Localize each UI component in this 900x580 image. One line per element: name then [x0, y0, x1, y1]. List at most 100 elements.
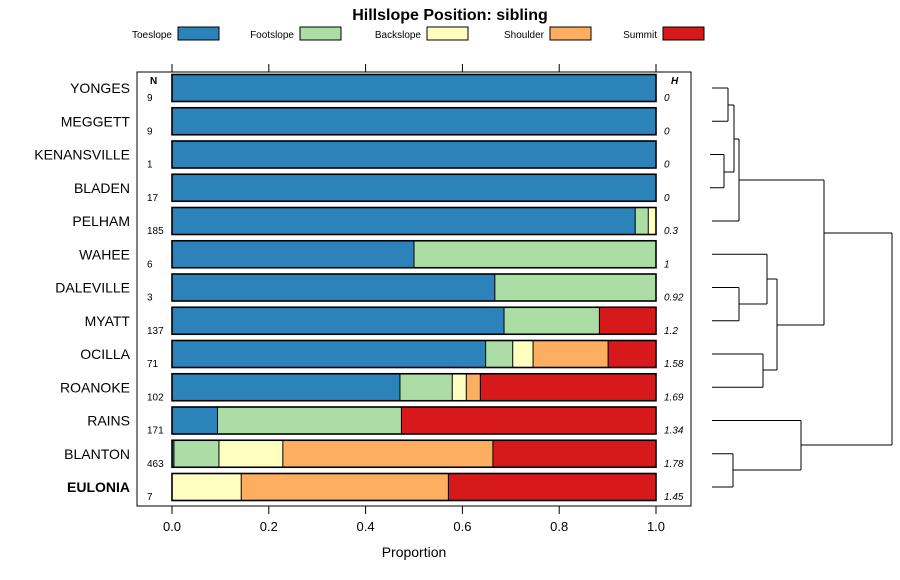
row-n-value: 102	[147, 392, 164, 403]
bar-outline	[171, 339, 657, 369]
bar-segment-footslope	[635, 207, 649, 235]
dendrogram	[710, 87, 893, 488]
row-label: RAINS	[87, 413, 130, 429]
legend-swatch-footslope	[299, 26, 342, 41]
row-label: YONGES	[70, 80, 130, 96]
bar-segment-toeslope	[172, 74, 656, 102]
row-daleville: DALEVILLE 3 0.92	[55, 273, 684, 304]
row-n-value: 171	[147, 426, 164, 437]
row-label: BLANTON	[64, 446, 130, 462]
bar-outline	[171, 306, 657, 336]
legend-swatch-summit	[662, 26, 705, 41]
row-myatt: MYATT 137 1.2	[85, 306, 678, 337]
plot-frame	[136, 71, 692, 507]
row-h-value: 0.92	[664, 293, 684, 304]
x-tick-label: 0.8	[550, 519, 568, 534]
bar-segment-footslope	[504, 307, 600, 335]
row-pelham: PELHAM 185 0.3	[72, 206, 678, 237]
bar-segment-backslope	[172, 473, 242, 501]
row-h-value: 1.69	[664, 392, 684, 403]
bar-segment-summit	[599, 307, 656, 335]
row-n-value: 6	[147, 259, 153, 270]
bar-segment-footslope	[399, 373, 453, 401]
row-yonges: YONGES 9 0	[70, 73, 670, 104]
x-tick-label: 0.4	[357, 519, 375, 534]
row-roanoke: ROANOKE 102 1.69	[60, 372, 684, 403]
bar-segment-toeslope	[172, 407, 218, 434]
row-label: KENANSVILLE	[34, 147, 130, 163]
bar-segment-backslope	[648, 207, 656, 235]
x-axis: 0.0 0.2 0.4 0.6 0.8 1.0	[163, 506, 665, 534]
bar-outline	[171, 406, 657, 435]
row-label: ROANOKE	[60, 379, 130, 395]
row-h-value: 1.45	[664, 492, 684, 503]
bar-segment-footslope	[217, 407, 402, 434]
bar-outline	[171, 273, 657, 302]
legend-swatch-shoulder	[549, 26, 592, 41]
bar-outline	[171, 173, 657, 203]
row-h-value: 1.34	[664, 426, 684, 437]
bar-segment-summit	[480, 373, 656, 401]
bar-segment-toeslope	[172, 141, 656, 168]
row-h-value: 0	[664, 160, 670, 171]
bar-segment-summit	[401, 407, 656, 434]
row-n-value: 137	[147, 326, 164, 337]
bar-segment-shoulder	[241, 473, 449, 501]
h-column-header: H	[671, 76, 679, 87]
x-axis-label: Proportion	[382, 544, 447, 560]
bar-segment-footslope	[414, 240, 656, 268]
row-rains: RAINS 171 1.34	[87, 406, 684, 437]
bar-outline	[171, 73, 657, 103]
x-tick-label: 0.2	[260, 519, 278, 534]
bar-outline	[171, 439, 657, 469]
row-h-value: 1.58	[664, 359, 684, 370]
bar-segment-backslope	[218, 440, 283, 468]
row-blanton: BLANTON 463 1.78	[64, 439, 684, 470]
legend-label-summit: Summit	[623, 30, 657, 41]
row-label: PELHAM	[72, 213, 130, 229]
row-n-value: 17	[147, 193, 159, 204]
row-n-value: 185	[147, 226, 164, 237]
row-label: BLADEN	[74, 180, 130, 196]
row-h-value: 0	[664, 193, 670, 204]
row-label: DALEVILLE	[55, 280, 130, 296]
row-n-value: 7	[147, 492, 153, 503]
bar-segment-toeslope	[172, 207, 636, 235]
legend-label-footslope: Footslope	[250, 30, 294, 41]
bar-segment-summit	[492, 440, 656, 468]
bar-segment-toeslope	[172, 373, 400, 401]
bar-segment-toeslope	[172, 174, 656, 202]
bar-segment-toeslope	[172, 274, 495, 301]
bar-segment-shoulder	[533, 340, 609, 368]
row-n-value: 3	[147, 293, 153, 304]
row-n-value: 463	[147, 459, 164, 470]
row-label: OCILLA	[80, 346, 130, 362]
bar-segment-footslope	[173, 440, 219, 468]
row-label: MEGGETT	[61, 113, 131, 129]
bar-outline	[171, 140, 657, 169]
bar-outline	[171, 206, 657, 236]
bar-segment-toeslope	[172, 307, 505, 335]
bar-segment-shoulder	[466, 373, 481, 401]
row-label: MYATT	[85, 313, 131, 329]
n-column-header: N	[150, 76, 157, 87]
row-meggett: MEGGETT 9 0	[61, 106, 670, 137]
legend-label-shoulder: Shoulder	[504, 30, 545, 41]
bar-segment-summit	[608, 340, 656, 368]
legend-swatch-toeslope	[177, 26, 220, 41]
bar-segment-footslope	[485, 340, 513, 368]
row-bladen: BLADEN 17 0	[74, 173, 670, 204]
bar-segment-shoulder	[282, 440, 493, 468]
row-n-value: 71	[147, 359, 159, 370]
row-eulonia: EULONIA 7 1.45	[67, 472, 684, 503]
bar-outline	[171, 472, 657, 502]
legend: Toeslope Footslope Backslope Shoulder Summit	[132, 26, 705, 41]
row-n-value: 9	[147, 93, 153, 104]
x-tick-label: 1.0	[647, 519, 665, 534]
row-h-value: 0.3	[664, 226, 678, 237]
bar-segment-summit	[448, 473, 656, 501]
row-h-value: 0	[664, 126, 670, 137]
x-tick-label: 0.6	[453, 519, 471, 534]
